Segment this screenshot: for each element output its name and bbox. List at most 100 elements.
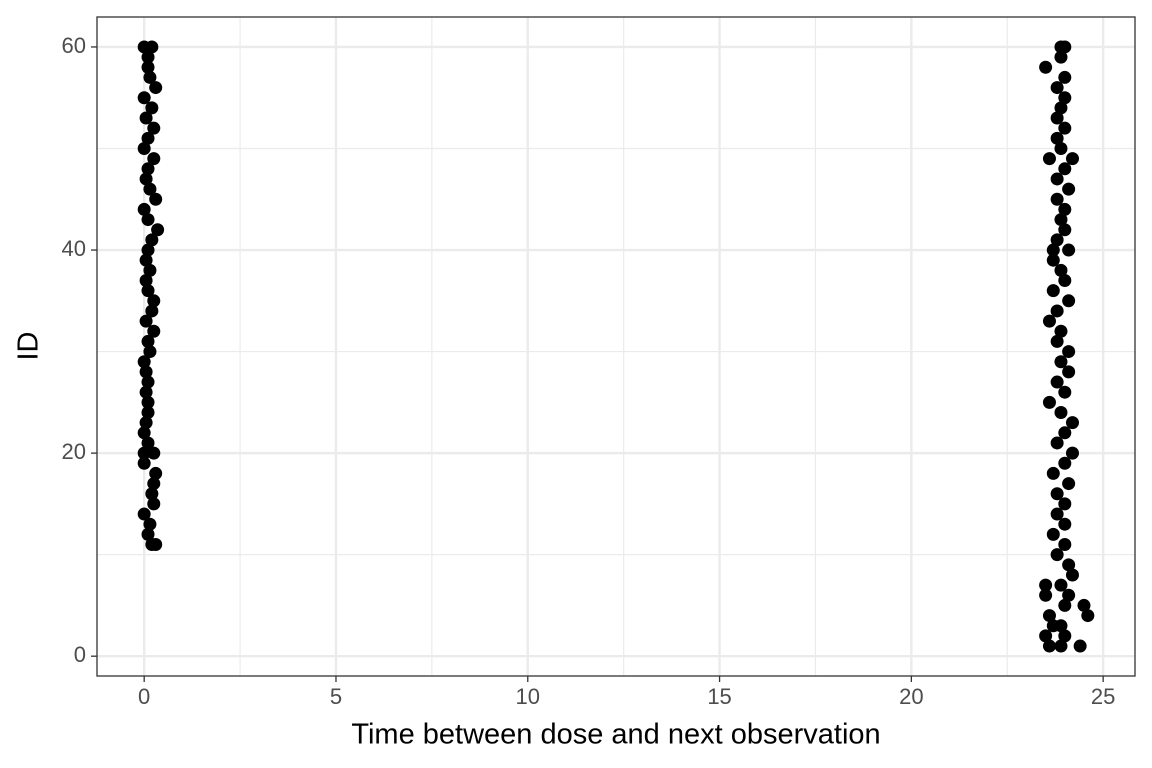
point xyxy=(1058,40,1072,54)
point xyxy=(145,101,159,115)
point xyxy=(149,466,163,480)
point xyxy=(1054,324,1068,338)
x-tick-label: 0 xyxy=(138,684,150,709)
point xyxy=(147,324,161,338)
point xyxy=(1058,385,1072,399)
point xyxy=(139,365,153,379)
y-axis-title: ID xyxy=(13,332,45,361)
x-tick-label: 15 xyxy=(707,684,731,709)
y-tick-label: 60 xyxy=(62,33,86,58)
point xyxy=(1050,81,1064,95)
point xyxy=(147,294,161,308)
x-tick-label: 20 xyxy=(899,684,923,709)
point xyxy=(1062,182,1076,196)
point xyxy=(1050,487,1064,501)
point xyxy=(1050,436,1064,450)
point xyxy=(1050,304,1064,318)
point xyxy=(1058,121,1072,135)
point xyxy=(1077,598,1091,612)
point xyxy=(139,172,153,186)
point xyxy=(147,152,161,166)
point xyxy=(137,202,151,216)
point xyxy=(1050,111,1064,125)
point xyxy=(143,263,157,277)
point xyxy=(1065,416,1079,430)
point xyxy=(1050,334,1064,348)
point xyxy=(1062,477,1076,491)
point xyxy=(141,213,155,227)
point xyxy=(141,243,155,257)
point xyxy=(1042,609,1056,623)
point xyxy=(147,497,161,511)
point xyxy=(141,406,155,420)
point xyxy=(1058,598,1072,612)
point xyxy=(1062,365,1076,379)
point xyxy=(1058,426,1072,440)
point xyxy=(141,375,155,389)
point xyxy=(1050,233,1064,247)
point xyxy=(149,81,163,95)
point xyxy=(1058,91,1072,105)
point xyxy=(137,355,151,369)
point xyxy=(141,395,155,409)
point xyxy=(1058,223,1072,237)
point xyxy=(141,50,155,64)
point xyxy=(1054,213,1068,227)
point xyxy=(1058,273,1072,287)
point xyxy=(1050,375,1064,389)
x-tick-label: 25 xyxy=(1091,684,1115,709)
y-tick-label: 40 xyxy=(62,236,86,261)
point xyxy=(1054,406,1068,420)
point xyxy=(147,121,161,135)
point xyxy=(143,517,157,531)
point xyxy=(1062,558,1076,572)
point xyxy=(145,487,159,501)
point xyxy=(141,60,155,74)
point xyxy=(1050,548,1064,562)
point xyxy=(1054,50,1068,64)
point xyxy=(1058,517,1072,531)
point xyxy=(139,273,153,287)
point xyxy=(1065,152,1079,166)
point xyxy=(141,527,155,541)
point xyxy=(151,223,165,237)
point xyxy=(143,182,157,196)
point xyxy=(139,111,153,125)
point xyxy=(1054,639,1068,653)
grid xyxy=(97,17,1135,676)
point xyxy=(141,162,155,176)
point xyxy=(1058,497,1072,511)
point xyxy=(1039,578,1053,592)
point xyxy=(1062,588,1076,602)
point xyxy=(141,131,155,145)
point xyxy=(1054,355,1068,369)
point xyxy=(1042,314,1056,328)
point xyxy=(137,446,151,460)
point xyxy=(149,538,163,552)
point xyxy=(1046,527,1060,541)
point xyxy=(1062,345,1076,359)
x-tick-label: 5 xyxy=(330,684,342,709)
point xyxy=(143,345,157,359)
point xyxy=(1050,507,1064,521)
point xyxy=(1046,253,1060,267)
point xyxy=(143,70,157,84)
point xyxy=(147,477,161,491)
point xyxy=(145,40,159,54)
point xyxy=(1058,538,1072,552)
point xyxy=(1039,588,1053,602)
point xyxy=(137,91,151,105)
point xyxy=(145,233,159,247)
point xyxy=(1062,294,1076,308)
point xyxy=(1054,141,1068,155)
x-axis-title: Time between dose and next observation xyxy=(351,719,880,751)
point xyxy=(1046,619,1060,633)
point xyxy=(1050,192,1064,206)
point xyxy=(139,416,153,430)
point xyxy=(1058,456,1072,470)
point xyxy=(1058,162,1072,176)
point xyxy=(1058,629,1072,643)
point xyxy=(1062,243,1076,257)
point xyxy=(1046,284,1060,298)
